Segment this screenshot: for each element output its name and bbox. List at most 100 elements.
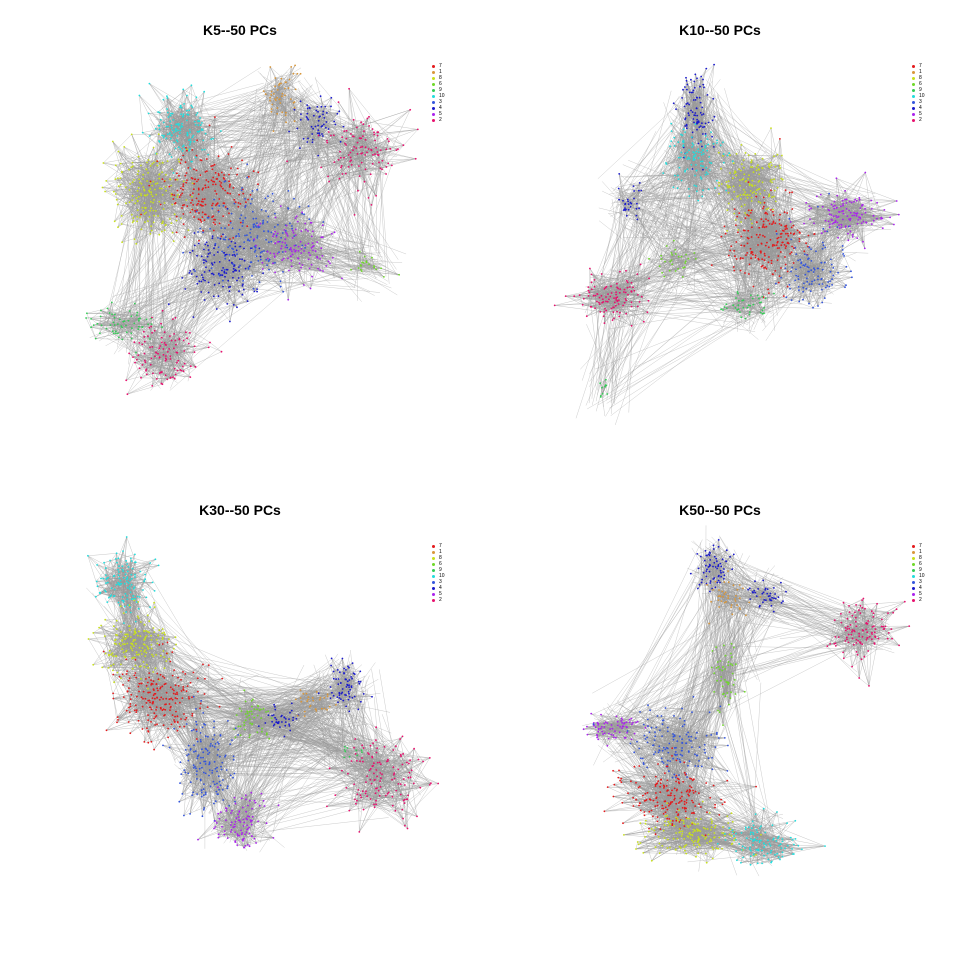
node — [317, 134, 320, 137]
node — [180, 369, 183, 372]
node — [728, 833, 731, 836]
cluster-edges — [258, 703, 299, 737]
node — [191, 160, 193, 163]
node — [627, 208, 630, 211]
node — [718, 668, 721, 671]
node — [854, 611, 856, 614]
node — [815, 250, 817, 253]
node — [163, 229, 166, 232]
node — [858, 632, 860, 635]
node — [790, 238, 793, 241]
node — [701, 106, 704, 109]
node — [193, 120, 196, 123]
node — [771, 181, 773, 184]
node — [700, 581, 703, 584]
node — [755, 829, 758, 831]
node — [768, 223, 771, 225]
node — [233, 251, 235, 253]
node — [151, 702, 154, 705]
node — [764, 589, 767, 591]
node — [216, 741, 219, 743]
node — [705, 734, 708, 737]
node — [204, 259, 206, 261]
legend-label: 9 — [439, 87, 442, 93]
node — [218, 282, 221, 285]
node — [347, 154, 350, 156]
node — [378, 761, 381, 764]
node — [162, 698, 165, 700]
node — [138, 596, 141, 598]
node — [335, 678, 337, 680]
node — [692, 151, 695, 153]
node — [295, 215, 298, 218]
node — [722, 309, 724, 311]
node — [311, 138, 314, 141]
node — [708, 565, 711, 568]
node — [257, 725, 260, 727]
node — [327, 131, 330, 133]
node — [727, 664, 730, 667]
node — [158, 698, 161, 701]
node — [256, 290, 258, 293]
node — [176, 172, 178, 175]
node — [311, 697, 314, 699]
node — [619, 311, 621, 314]
node — [276, 112, 279, 115]
node — [198, 120, 201, 123]
node — [737, 304, 740, 307]
node — [829, 223, 831, 226]
node — [632, 721, 634, 724]
node — [154, 697, 156, 700]
node — [149, 606, 152, 608]
node — [870, 610, 873, 613]
node — [214, 767, 217, 770]
node — [85, 317, 87, 319]
node — [267, 710, 270, 713]
node — [269, 252, 272, 255]
node — [799, 266, 802, 269]
node — [791, 191, 793, 194]
node — [685, 807, 688, 810]
node — [367, 752, 369, 754]
node — [192, 671, 195, 674]
node — [249, 194, 252, 196]
node — [166, 108, 169, 110]
node — [203, 248, 205, 251]
node — [655, 726, 658, 729]
node — [846, 638, 848, 641]
node — [605, 378, 607, 381]
node — [143, 352, 146, 355]
node — [138, 325, 140, 328]
node — [626, 286, 629, 289]
node — [379, 149, 382, 152]
node — [193, 182, 196, 185]
node — [143, 359, 146, 362]
node — [725, 549, 728, 552]
node — [397, 148, 399, 151]
node — [163, 180, 166, 183]
legend-label: 6 — [439, 81, 442, 87]
node — [781, 851, 784, 854]
node — [290, 248, 292, 251]
node — [756, 836, 759, 839]
cluster-edges — [88, 600, 177, 689]
node — [348, 692, 350, 695]
node — [671, 789, 673, 792]
legend-dot-icon — [912, 64, 915, 68]
node — [239, 725, 242, 728]
legend-dot-icon — [432, 94, 435, 98]
cluster-edges — [87, 536, 159, 624]
legend-dot-icon — [432, 82, 435, 86]
node — [330, 134, 332, 137]
node — [361, 757, 363, 759]
node — [243, 241, 246, 244]
node — [145, 678, 147, 680]
node — [180, 194, 182, 196]
node — [761, 592, 764, 595]
node — [120, 215, 123, 217]
node — [197, 124, 200, 126]
node — [746, 242, 749, 245]
node — [344, 172, 347, 175]
node — [378, 794, 381, 797]
node — [149, 346, 151, 349]
